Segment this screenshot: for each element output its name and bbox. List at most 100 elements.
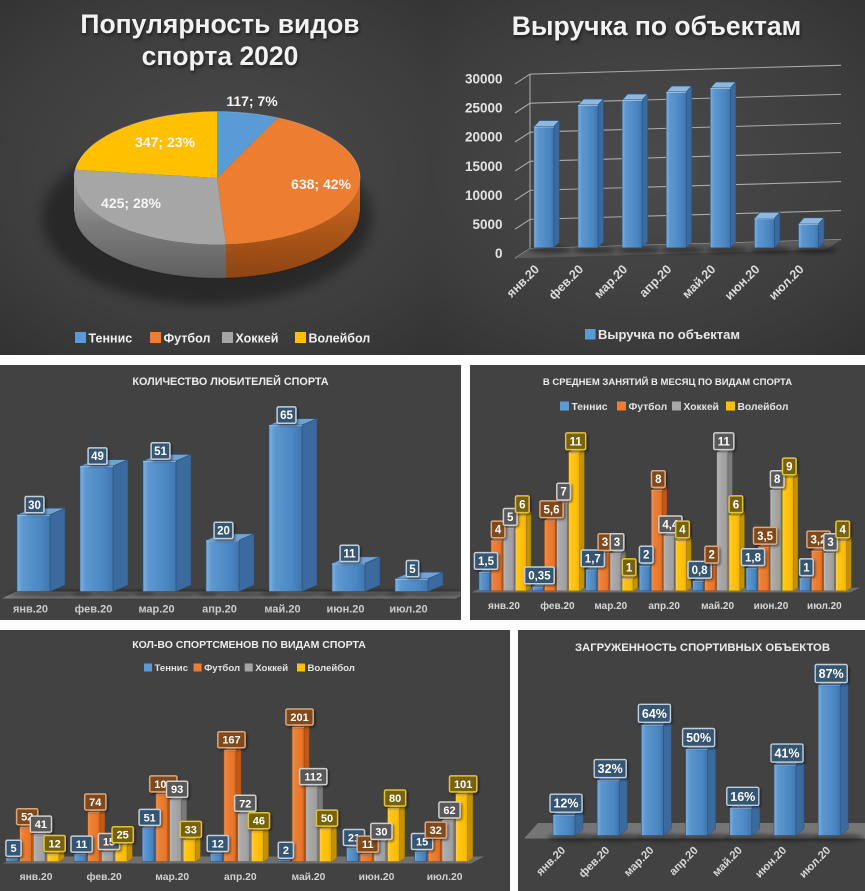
svg-text:фев.20: фев.20 xyxy=(577,845,613,881)
svg-text:апр.20: апр.20 xyxy=(667,845,700,878)
svg-text:1,7: 1,7 xyxy=(585,554,601,566)
svg-text:16%: 16% xyxy=(730,790,755,804)
svg-text:8: 8 xyxy=(655,474,662,486)
svg-text:Хоккей: Хоккей xyxy=(684,402,719,413)
svg-text:425; 28%: 425; 28% xyxy=(101,195,161,211)
svg-text:32: 32 xyxy=(430,825,442,837)
svg-text:Выручка по объектам: Выручка по объектам xyxy=(598,327,740,342)
svg-text:50: 50 xyxy=(321,813,333,825)
svg-text:июн.20: июн.20 xyxy=(326,604,364,616)
svg-text:65: 65 xyxy=(280,410,293,422)
svg-text:10000: 10000 xyxy=(465,188,503,203)
svg-text:3,2: 3,2 xyxy=(811,535,827,547)
svg-text:4: 4 xyxy=(679,525,686,537)
svg-text:32%: 32% xyxy=(598,762,623,776)
svg-text:64%: 64% xyxy=(642,707,667,721)
svg-text:Теннис: Теннис xyxy=(155,663,189,674)
svg-text:июл.20: июл.20 xyxy=(427,872,463,883)
svg-text:11: 11 xyxy=(718,436,731,448)
svg-text:5: 5 xyxy=(409,564,416,576)
svg-text:мар.20: мар.20 xyxy=(594,601,627,612)
svg-text:май.20: май.20 xyxy=(291,872,325,883)
svg-text:62: 62 xyxy=(443,805,455,817)
svg-text:1: 1 xyxy=(803,562,810,574)
svg-text:51: 51 xyxy=(154,446,167,458)
svg-text:май.20: май.20 xyxy=(701,601,734,612)
svg-text:15: 15 xyxy=(416,836,428,848)
svg-text:3: 3 xyxy=(614,537,620,549)
svg-text:101: 101 xyxy=(454,779,472,791)
svg-text:20000: 20000 xyxy=(465,130,503,145)
svg-text:фев.20: фев.20 xyxy=(75,604,113,616)
svg-text:3: 3 xyxy=(827,537,833,549)
svg-text:30: 30 xyxy=(28,500,41,512)
svg-text:июл.20: июл.20 xyxy=(797,845,833,881)
svg-text:12: 12 xyxy=(48,838,60,850)
svg-text:2: 2 xyxy=(708,550,714,562)
svg-text:янв.20: янв.20 xyxy=(504,262,542,300)
svg-text:июл.20: июл.20 xyxy=(389,604,427,616)
svg-text:167: 167 xyxy=(222,735,240,747)
svg-text:фев.20: фев.20 xyxy=(540,600,575,612)
svg-text:1,8: 1,8 xyxy=(745,552,762,564)
svg-text:Теннис: Теннис xyxy=(89,332,133,346)
svg-text:янв.20: янв.20 xyxy=(20,872,53,883)
svg-text:Волейбол: Волейбол xyxy=(738,401,789,413)
svg-text:мар.20: мар.20 xyxy=(591,262,630,301)
svg-text:112: 112 xyxy=(304,772,322,784)
svg-text:Волейбол: Волейбол xyxy=(308,663,355,674)
svg-text:20: 20 xyxy=(217,525,230,537)
svg-text:3,5: 3,5 xyxy=(757,531,774,543)
svg-text:апр.20: апр.20 xyxy=(648,601,680,612)
svg-text:46: 46 xyxy=(253,816,265,828)
svg-text:12: 12 xyxy=(212,838,224,850)
svg-text:72: 72 xyxy=(239,798,251,810)
svg-text:41%: 41% xyxy=(774,747,799,761)
svg-text:5: 5 xyxy=(10,843,16,855)
svg-text:июн.20: июн.20 xyxy=(722,262,763,303)
svg-text:Хоккей: Хоккей xyxy=(236,332,279,346)
svg-text:июл.20: июл.20 xyxy=(766,262,807,303)
svg-text:11: 11 xyxy=(362,839,374,851)
svg-text:июн.20: июн.20 xyxy=(754,601,789,612)
svg-text:май.20: май.20 xyxy=(264,604,300,616)
svg-text:11: 11 xyxy=(570,436,583,448)
svg-text:87%: 87% xyxy=(819,667,844,681)
svg-text:май.20: май.20 xyxy=(679,262,718,301)
svg-text:15000: 15000 xyxy=(465,159,503,174)
svg-text:апр.20: апр.20 xyxy=(224,872,257,883)
svg-text:0,8: 0,8 xyxy=(692,565,709,577)
svg-text:638; 42%: 638; 42% xyxy=(291,176,351,192)
svg-text:7: 7 xyxy=(560,487,566,499)
svg-text:347; 23%: 347; 23% xyxy=(135,134,195,150)
svg-text:5000: 5000 xyxy=(472,217,502,232)
svg-text:4,4: 4,4 xyxy=(662,520,679,532)
svg-text:41: 41 xyxy=(35,819,47,831)
svg-text:12%: 12% xyxy=(553,797,578,811)
svg-text:апр.20: апр.20 xyxy=(202,604,237,616)
svg-text:5,6: 5,6 xyxy=(544,504,560,516)
svg-text:33: 33 xyxy=(185,824,197,836)
svg-text:июн.20: июн.20 xyxy=(753,845,789,881)
svg-text:2: 2 xyxy=(283,845,289,857)
svg-text:мар.20: мар.20 xyxy=(138,604,174,616)
svg-text:4: 4 xyxy=(495,525,502,537)
svg-text:5: 5 xyxy=(507,512,514,524)
svg-text:74: 74 xyxy=(89,797,102,809)
svg-text:3: 3 xyxy=(602,537,608,549)
svg-text:6: 6 xyxy=(519,499,525,511)
svg-text:25: 25 xyxy=(117,830,129,842)
svg-text:Теннис: Теннис xyxy=(572,402,608,413)
svg-text:1,5: 1,5 xyxy=(478,556,495,568)
svg-text:фев.20: фев.20 xyxy=(546,262,586,302)
svg-text:9: 9 xyxy=(786,462,792,474)
svg-text:мар.20: мар.20 xyxy=(155,872,189,883)
svg-text:50%: 50% xyxy=(686,731,711,745)
svg-text:апр.20: апр.20 xyxy=(636,262,674,300)
svg-text:Волейбол: Волейбол xyxy=(309,332,371,346)
svg-text:8: 8 xyxy=(774,474,781,486)
svg-text:фев.20: фев.20 xyxy=(86,871,122,883)
svg-text:Футбол: Футбол xyxy=(629,401,668,413)
svg-text:80: 80 xyxy=(389,793,401,805)
svg-text:июн.20: июн.20 xyxy=(359,872,395,883)
